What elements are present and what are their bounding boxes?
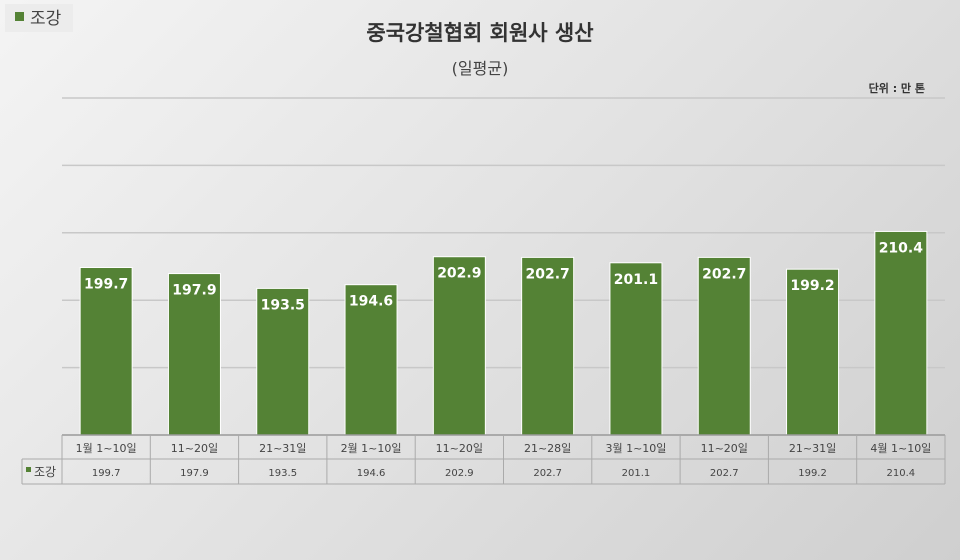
table-value: 197.9 [180, 468, 209, 479]
bar-value-label: 202.9 [437, 266, 481, 282]
bar-value-label: 199.7 [84, 277, 128, 293]
table-value: 199.2 [798, 468, 827, 479]
category-label: 11~20일 [701, 441, 748, 455]
table-legend-swatch [26, 467, 31, 472]
bar [79, 267, 133, 436]
table-value: 193.5 [268, 468, 297, 479]
bar-value-label: 194.6 [349, 294, 393, 310]
bar-value-label: 197.9 [172, 283, 216, 299]
bar-value-label: 202.7 [526, 266, 570, 282]
unit-label: 단위 : 만 톤 [869, 81, 925, 95]
category-label: 1월 1~10일 [76, 441, 137, 455]
bar [167, 273, 221, 436]
bar [697, 256, 751, 436]
category-label: 4월 1~10일 [870, 441, 931, 455]
table-value: 201.1 [622, 468, 651, 479]
category-label: 11~20일 [436, 441, 483, 455]
category-label: 21~31일 [259, 441, 306, 455]
category-label: 21~31일 [789, 441, 836, 455]
bar [609, 262, 663, 436]
bar-value-label: 199.2 [790, 278, 834, 294]
bar [432, 256, 486, 436]
category-label: 11~20일 [171, 441, 218, 455]
table-series-label: 조강 [34, 465, 56, 479]
bar [344, 284, 398, 436]
bar [521, 256, 575, 436]
chart-subtitle: (일평균) [452, 59, 509, 78]
table-value: 202.7 [533, 468, 562, 479]
category-label: 2월 1~10일 [341, 441, 402, 455]
legend-label: 조강 [30, 9, 62, 29]
bar-value-label: 201.1 [614, 272, 658, 288]
category-label: 3월 1~10일 [605, 441, 666, 455]
table-value: 194.6 [357, 468, 386, 479]
bar-value-label: 193.5 [261, 297, 305, 313]
chart-title: 중국강철협회 회원사 생산 [366, 21, 593, 45]
bar [874, 230, 928, 436]
bar [256, 287, 310, 436]
category-label: 21~28일 [524, 441, 571, 455]
table-value: 202.9 [445, 468, 474, 479]
table-value: 199.7 [92, 468, 121, 479]
bar-value-label: 202.7 [702, 266, 746, 282]
bar-value-label: 210.4 [879, 240, 924, 256]
table-value: 210.4 [887, 468, 916, 479]
bar [786, 268, 840, 436]
table-value: 202.7 [710, 468, 739, 479]
legend-swatch [15, 12, 24, 21]
